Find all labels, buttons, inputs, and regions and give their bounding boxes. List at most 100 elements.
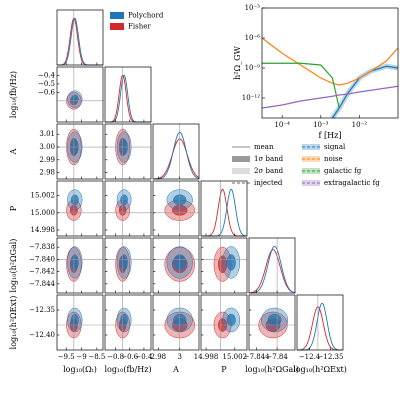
legend-band1 — [232, 156, 250, 162]
legend-label: Fisher — [128, 23, 151, 31]
y-axis-label: P — [9, 205, 18, 211]
y-tick-label: 10⁻¹² — [242, 94, 260, 102]
spectrum-line — [261, 37, 399, 86]
contour-1sigma — [267, 313, 282, 327]
x-tick-label: −12.35 — [318, 353, 344, 361]
x-tick-label: 10⁻² — [352, 121, 368, 129]
panel-frame — [56, 123, 104, 180]
marginal-curve — [296, 306, 343, 351]
legend-label: extragalactic fg — [324, 179, 380, 187]
legend-label: injected — [254, 179, 283, 187]
legend-band — [302, 156, 320, 162]
y-tick-label: 10⁻⁹ — [245, 64, 261, 72]
x-axis-label: P — [221, 365, 227, 374]
panel-frame — [104, 123, 152, 180]
y-tick-label: −7.844 — [29, 280, 55, 288]
legend-label: noise — [324, 155, 343, 163]
y-tick-label: 2.99 — [39, 156, 55, 164]
panel-frame — [248, 294, 296, 351]
y-axis-label: h²Ω_GW — [233, 45, 242, 79]
x-axis-label: f [Hz] — [319, 131, 342, 140]
contour-1sigma — [226, 313, 236, 327]
panel-frame — [200, 294, 248, 351]
y-tick-label: 10⁻³ — [245, 4, 261, 12]
marginal-curve — [153, 131, 200, 180]
contour-1sigma — [120, 194, 128, 206]
x-tick-label: 3 — [178, 353, 182, 361]
y-tick-label: 3.01 — [39, 130, 55, 138]
panel-frame — [104, 180, 152, 237]
y-tick-label: 3.00 — [39, 143, 55, 151]
panel-frame — [56, 294, 104, 351]
contour-1sigma — [70, 313, 79, 327]
y-tick-label: −0.4 — [38, 71, 56, 79]
x-axis-label: log₁₀(fb/Hz) — [104, 365, 151, 374]
x-tick-label: −8.5 — [88, 353, 105, 361]
panel-frame — [56, 9, 104, 66]
marginal-curve — [201, 188, 248, 237]
panel-frame — [152, 294, 200, 351]
y-tick-label: −12.40 — [29, 331, 55, 339]
y-tick-label: −7.840 — [29, 255, 55, 263]
y-tick-label: 2.98 — [39, 169, 55, 177]
x-axis-label: log₁₀(h²ΩExt) — [293, 365, 347, 374]
y-tick-label: 15.002 — [31, 192, 56, 200]
y-tick-label: 15.000 — [31, 209, 56, 217]
marginal-curve — [57, 17, 103, 66]
contour-1sigma — [226, 254, 236, 271]
marginal-curve — [152, 138, 200, 180]
panel-frame — [248, 237, 296, 294]
y-tick-label: −12.35 — [29, 306, 55, 314]
y-tick-label: −7.842 — [29, 268, 55, 276]
x-tick-label: 15.002 — [223, 353, 248, 361]
legend-band — [302, 168, 320, 174]
marginal-curve — [105, 74, 151, 123]
x-tick-label: −0.6 — [121, 353, 139, 361]
contour-1sigma — [70, 254, 79, 271]
x-tick-label: 10⁻⁴ — [274, 121, 290, 129]
panel-frame — [104, 66, 152, 123]
y-tick-label: 14.998 — [31, 226, 56, 234]
contour-1sigma — [70, 94, 79, 104]
legend-swatch — [110, 12, 124, 19]
y-tick-label: −0.6 — [38, 88, 56, 96]
y-tick-label: −0.5 — [38, 80, 55, 88]
legend-label: signal — [324, 143, 346, 151]
x-axis-label: log₁₀(h²ΩGal) — [245, 365, 299, 374]
panel-frame — [104, 294, 152, 351]
marginal-curve — [57, 17, 103, 66]
panel-frame — [152, 180, 200, 237]
inset-frame — [261, 7, 399, 119]
y-tick-label: 10⁻⁶ — [245, 34, 261, 42]
x-axis-label: log₁₀(Ωₜ) — [63, 365, 97, 374]
contour-1sigma — [120, 313, 128, 327]
x-tick-label: −7.84 — [266, 353, 288, 361]
x-tick-label: −7.844 — [244, 353, 270, 361]
y-axis-label: log₁₀(h²ΩGal) — [9, 239, 18, 293]
legend-band2 — [232, 168, 250, 174]
legend-label: mean — [254, 143, 274, 151]
legend-label: 1σ band — [254, 155, 284, 163]
contour-1sigma — [120, 254, 128, 271]
legend-label: 2σ band — [254, 167, 284, 175]
x-axis-label: A — [172, 365, 179, 374]
panel-frame — [200, 237, 248, 294]
x-tick-label: 14.998 — [194, 353, 219, 361]
y-axis-label: log₁₀(fb/Hz) — [9, 71, 18, 118]
marginal-curve — [201, 188, 247, 237]
legend-label: galactic fg — [324, 167, 362, 175]
panel-frame — [104, 237, 152, 294]
legend-label: Polychord — [128, 12, 164, 20]
y-axis-label: log₁₀(h²ΩExt) — [9, 296, 18, 350]
panel-frame — [56, 66, 104, 123]
legend-swatch — [110, 23, 124, 30]
legend-band — [302, 180, 320, 186]
panel-frame — [152, 237, 200, 294]
x-tick-label: −9 — [76, 353, 86, 361]
x-tick-label: −0.4 — [135, 353, 153, 361]
x-tick-label: −0.8 — [107, 353, 124, 361]
contour-1sigma — [70, 194, 79, 206]
x-tick-label: −12.4 — [299, 353, 321, 361]
panel-frame — [296, 294, 344, 351]
y-tick-label: −7.838 — [29, 243, 55, 251]
